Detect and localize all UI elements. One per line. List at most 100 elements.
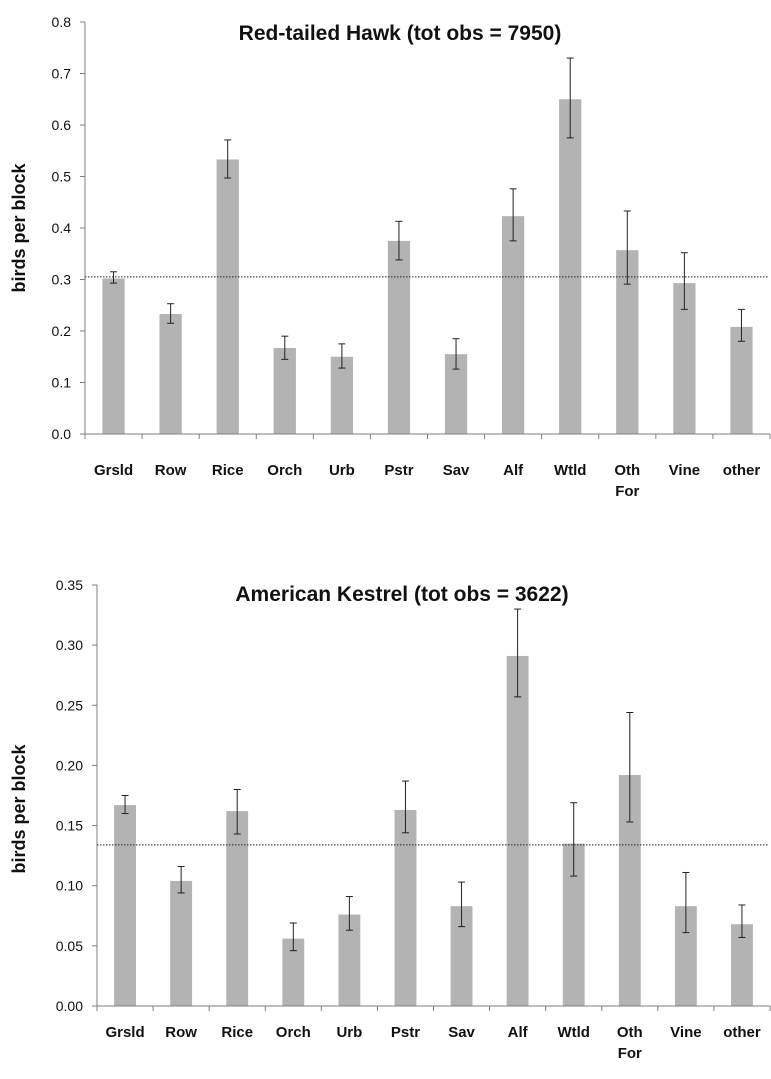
x-tick-label-line: Oth (617, 1024, 643, 1041)
chart-title: Red-tailed Hawk (tot obs = 7950) (239, 22, 562, 45)
x-tick-label-line: Sav (448, 1024, 475, 1041)
error-bar (626, 712, 634, 823)
x-tick-label-line: other (723, 1024, 761, 1041)
error-bar (680, 252, 688, 310)
x-tick-label-line: Alf (503, 462, 524, 479)
x-tick-label: Rice (221, 1024, 253, 1041)
x-tick-label: Alf (508, 1024, 529, 1041)
chart-american-kestrel: American Kestrel (tot obs = 3622) birds … (9, 577, 771, 1062)
y-axis-label: birds per block (9, 163, 29, 293)
x-tick-label-line: Alf (508, 1024, 529, 1041)
x-tick-label-line: Orch (276, 1024, 311, 1041)
y-tick-label: 0.0 (52, 426, 72, 442)
error-bar (401, 780, 409, 834)
y-tick-label: 0.35 (56, 577, 83, 593)
x-tick-label-line: Row (155, 462, 187, 479)
x-tick-label: Vine (670, 1024, 701, 1041)
x-tick-label: Grsld (94, 462, 133, 479)
error-bar (514, 608, 522, 698)
error-bar (738, 904, 746, 938)
x-tick-label-line: Vine (669, 462, 700, 479)
x-tick-label: Row (165, 1024, 197, 1041)
bar-vine (673, 283, 696, 434)
error-bar (509, 188, 517, 242)
error-bar (623, 210, 631, 285)
x-tick-label: Alf (503, 462, 524, 479)
bar-urb (330, 356, 354, 434)
error-bar (177, 865, 185, 894)
x-tick-label-line: For (618, 1045, 642, 1062)
error-bar (338, 343, 346, 369)
x-tick-label-line: Grsld (105, 1024, 144, 1041)
x-tick-label: Wtld (554, 462, 586, 479)
x-tick-label-line: Wtld (554, 462, 586, 479)
y-tick-label: 0.2 (52, 323, 72, 339)
bar-rice (216, 159, 239, 434)
x-tick-label: Oth For (614, 462, 640, 500)
x-tick-label-line: Vine (670, 1024, 701, 1041)
y-tick-label: 0.8 (52, 14, 72, 30)
y-tick-label: 0.6 (52, 117, 72, 133)
x-tick-label-line: Rice (221, 1024, 253, 1041)
bar-sav (450, 906, 473, 1006)
x-tick-label: Row (155, 462, 187, 479)
y-tick-label: 0.30 (56, 637, 83, 653)
x-tick-label: other (723, 1024, 761, 1041)
y-tick-label: 0.05 (56, 938, 83, 954)
x-tick-label-line: Row (165, 1024, 197, 1041)
bar-grsld (114, 805, 136, 1006)
chart-red-tailed-hawk: Red-tailed Hawk (tot obs = 7950) birds p… (9, 14, 771, 500)
bar-wtld (562, 843, 585, 1006)
bar-other (730, 326, 753, 434)
x-tick-label: Rice (212, 462, 244, 479)
x-tick-label-line: Oth (614, 462, 640, 479)
x-tick-label: Wtld (557, 1024, 589, 1041)
error-bar (452, 338, 460, 370)
y-tick-label: 0.5 (52, 169, 72, 185)
y-tick-label: 0.7 (52, 66, 72, 82)
error-bar (110, 271, 118, 284)
error-bar (224, 139, 232, 179)
bar-oth-for (616, 250, 639, 434)
bar-vine (674, 906, 697, 1006)
y-tick-label: 0.25 (56, 697, 83, 713)
y-axis-label: birds per block (9, 744, 29, 874)
error-bar (566, 57, 574, 139)
x-tick-label-line: Sav (443, 462, 470, 479)
error-bar (281, 335, 289, 360)
error-bar (737, 308, 745, 342)
bar-alf (506, 655, 529, 1006)
chart-title: American Kestrel (tot obs = 3622) (235, 583, 568, 606)
y-tick-label: 0.3 (52, 272, 72, 288)
x-tick-label: Sav (443, 462, 470, 479)
x-tick-label: Urb (336, 1024, 362, 1041)
y-tick-label: 0.00 (56, 998, 83, 1014)
bar-orch (282, 938, 305, 1006)
x-tick-label: Pstr (384, 462, 413, 479)
x-tick-label: Orch (267, 462, 302, 479)
x-tick-label: Grsld (105, 1024, 144, 1041)
error-bar (289, 922, 297, 952)
y-tick-label: 0.1 (52, 375, 72, 391)
x-tick-label: Vine (669, 462, 700, 479)
x-tick-label: Orch (276, 1024, 311, 1041)
x-tick-label: Urb (329, 462, 355, 479)
bar-urb (338, 914, 361, 1006)
x-tick-label-line: Urb (329, 462, 355, 479)
x-tick-label: Oth For (617, 1024, 643, 1062)
bar-rice (226, 811, 249, 1006)
error-bar (345, 896, 353, 931)
x-tick-label-line: Rice (212, 462, 244, 479)
error-bar (121, 795, 129, 815)
bar-other (731, 924, 753, 1006)
error-bar (570, 802, 578, 877)
x-tick-label: Pstr (391, 1024, 420, 1041)
bar-alf (501, 216, 525, 434)
x-tick-label-line: Orch (267, 462, 302, 479)
bar-oth-for (618, 775, 641, 1006)
bar-sav (444, 354, 468, 434)
bar-orch (273, 347, 296, 434)
x-tick-label-line: Urb (336, 1024, 362, 1041)
